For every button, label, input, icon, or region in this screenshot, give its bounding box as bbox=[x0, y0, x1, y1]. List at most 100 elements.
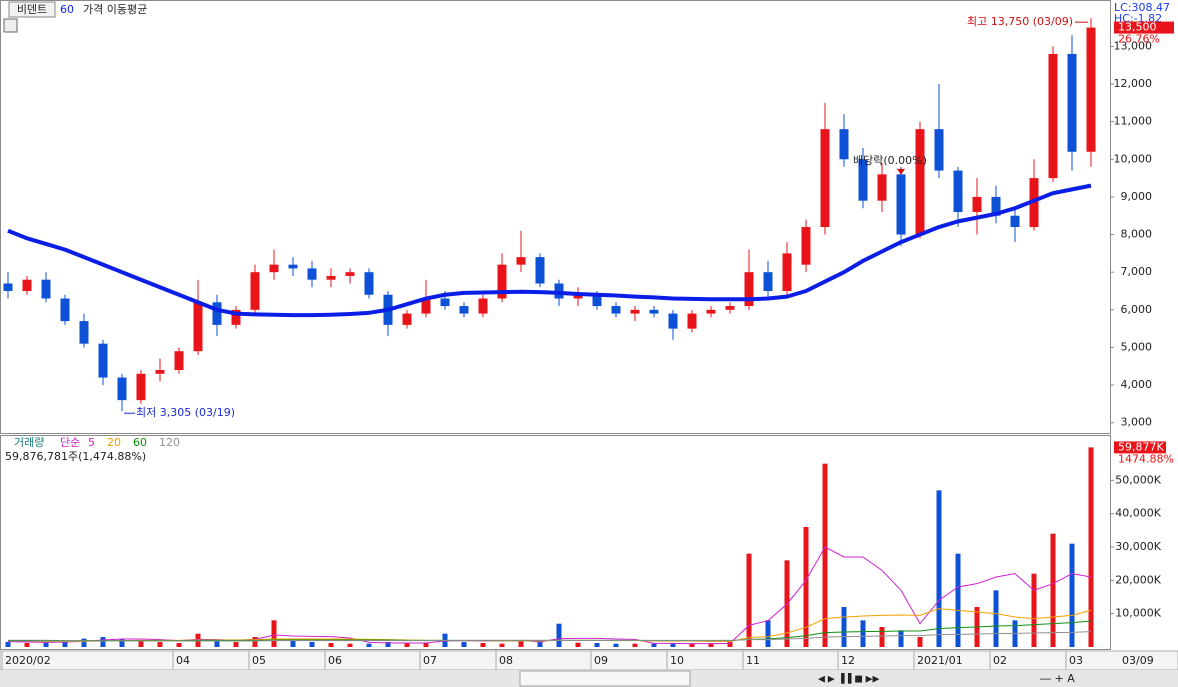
candle-body bbox=[174, 351, 184, 371]
volume-bar bbox=[955, 553, 961, 647]
change-rate: 26.76% bbox=[1118, 33, 1160, 46]
low-annotation: 최저 3,305 (03/19) bbox=[136, 406, 235, 419]
scroll-button[interactable]: ◀ ▶ ▐▐ ■ ▶▶ bbox=[818, 673, 880, 685]
y-tick-label: 10,000K bbox=[1115, 607, 1161, 620]
last-price-box bbox=[1114, 21, 1174, 34]
volume-bar bbox=[461, 642, 467, 647]
candle-body bbox=[364, 272, 374, 295]
candle-body bbox=[60, 298, 70, 322]
y-tick-label: 50,000K bbox=[1115, 473, 1161, 486]
y-tick-label: 8,000 bbox=[1121, 228, 1153, 241]
candle-body bbox=[98, 343, 108, 378]
y-tick-label: 12,000 bbox=[1114, 77, 1153, 90]
last-volume-box bbox=[1114, 441, 1166, 454]
candle-body bbox=[1048, 53, 1058, 179]
candle-body bbox=[915, 129, 925, 235]
candle-body bbox=[1086, 27, 1096, 152]
candle-body bbox=[345, 272, 355, 276]
x-tick-label: 03 bbox=[1069, 654, 1083, 667]
volume-bar bbox=[157, 642, 163, 647]
volume-bar bbox=[556, 623, 562, 647]
x-tick-label: 08 bbox=[499, 654, 513, 667]
candle-body bbox=[839, 129, 849, 160]
volume-bar bbox=[404, 643, 410, 647]
y-tick-label: 7,000 bbox=[1121, 265, 1153, 278]
candle-body bbox=[326, 275, 336, 280]
volume-bar bbox=[119, 638, 125, 647]
volume-bar bbox=[1069, 543, 1075, 647]
candle-body bbox=[630, 309, 640, 314]
volume-ratio: 1474.88% bbox=[1118, 452, 1174, 465]
volume-bar bbox=[62, 641, 68, 647]
candle-body bbox=[478, 298, 488, 314]
high-annotation: 최고 13,750 (03/09) bbox=[967, 15, 1073, 28]
y-tick-label: 11,000 bbox=[1114, 115, 1153, 128]
volume-value: 59,876,781주(1,474.88%) bbox=[5, 450, 146, 463]
candle-body bbox=[1010, 215, 1020, 228]
x-tick-label: 05 bbox=[252, 654, 266, 667]
settings-icon[interactable] bbox=[3, 18, 18, 33]
volume-bar bbox=[518, 640, 524, 647]
legend-entry: 120 bbox=[159, 436, 180, 449]
candle-body bbox=[972, 196, 982, 212]
candle-body bbox=[820, 129, 830, 228]
volume-bar bbox=[936, 490, 942, 647]
stock-name: 비덴트 bbox=[17, 3, 47, 16]
volume-bar bbox=[803, 527, 809, 647]
candle-body bbox=[592, 294, 602, 307]
indicator-name: 가격 이동평균 bbox=[83, 3, 147, 16]
ma-type: 단순 bbox=[60, 436, 80, 449]
scroll-controls[interactable]: ◀ ▶ ▐▐ ■ ▶▶ ― + A bbox=[818, 672, 1075, 685]
volume-bar bbox=[1088, 447, 1094, 647]
volume-bar bbox=[879, 627, 885, 647]
dividend-annotation: 배당락(0.00%) bbox=[853, 154, 927, 167]
candle-body bbox=[193, 302, 203, 352]
y-tick-label: 10,000 bbox=[1114, 152, 1153, 165]
candle-body bbox=[136, 373, 146, 401]
candle-body bbox=[459, 306, 469, 314]
y-tick-label: 4,000 bbox=[1121, 378, 1153, 391]
volume-bar bbox=[366, 643, 372, 647]
candle-body bbox=[953, 170, 963, 212]
x-tick-label: 06 bbox=[328, 654, 342, 667]
moving-average bbox=[7, 183, 1092, 318]
x-tick-label: 2020/02 bbox=[5, 654, 51, 667]
volume-bar bbox=[347, 643, 353, 647]
candle-body bbox=[706, 309, 716, 314]
volume-bar bbox=[651, 643, 657, 647]
zoom-buttons[interactable]: ― + A bbox=[1040, 672, 1075, 685]
x-tick-label: 04 bbox=[176, 654, 190, 667]
x-tick-label: 12 bbox=[841, 654, 855, 667]
scroll-thumb[interactable] bbox=[519, 670, 691, 687]
volume-bar bbox=[385, 642, 391, 647]
y-tick-label: 40,000K bbox=[1115, 507, 1161, 520]
candle-body bbox=[22, 279, 32, 291]
candle-body bbox=[858, 159, 868, 201]
volume-ma bbox=[8, 631, 1092, 642]
volume-bar bbox=[727, 642, 733, 647]
volume-bar bbox=[43, 642, 49, 647]
volume-bar bbox=[176, 643, 182, 647]
candle-body bbox=[269, 264, 279, 273]
candle-body bbox=[79, 321, 89, 344]
candle-body bbox=[212, 302, 222, 325]
candle-body bbox=[155, 370, 165, 374]
dividend-marker bbox=[897, 168, 905, 175]
y-tick-label: 20,000K bbox=[1115, 573, 1161, 586]
x-tick-label: 2021/01 bbox=[917, 654, 963, 667]
candle-body bbox=[1067, 53, 1077, 152]
volume-bar bbox=[328, 643, 334, 647]
volume-bar bbox=[81, 638, 87, 647]
volume-bar bbox=[708, 643, 714, 647]
candle-body bbox=[573, 294, 583, 299]
candle-body bbox=[611, 306, 621, 314]
candle-body bbox=[41, 279, 51, 299]
last-price: 13,500 bbox=[1118, 21, 1157, 34]
volume-bar bbox=[594, 643, 600, 647]
volume-bar bbox=[841, 607, 847, 647]
volume-bar bbox=[290, 640, 296, 647]
legend-entry: 20 bbox=[107, 436, 121, 449]
volume-bar bbox=[214, 640, 220, 647]
last-volume: 59,877K bbox=[1118, 440, 1164, 453]
x-tick-label: 10 bbox=[670, 654, 684, 667]
